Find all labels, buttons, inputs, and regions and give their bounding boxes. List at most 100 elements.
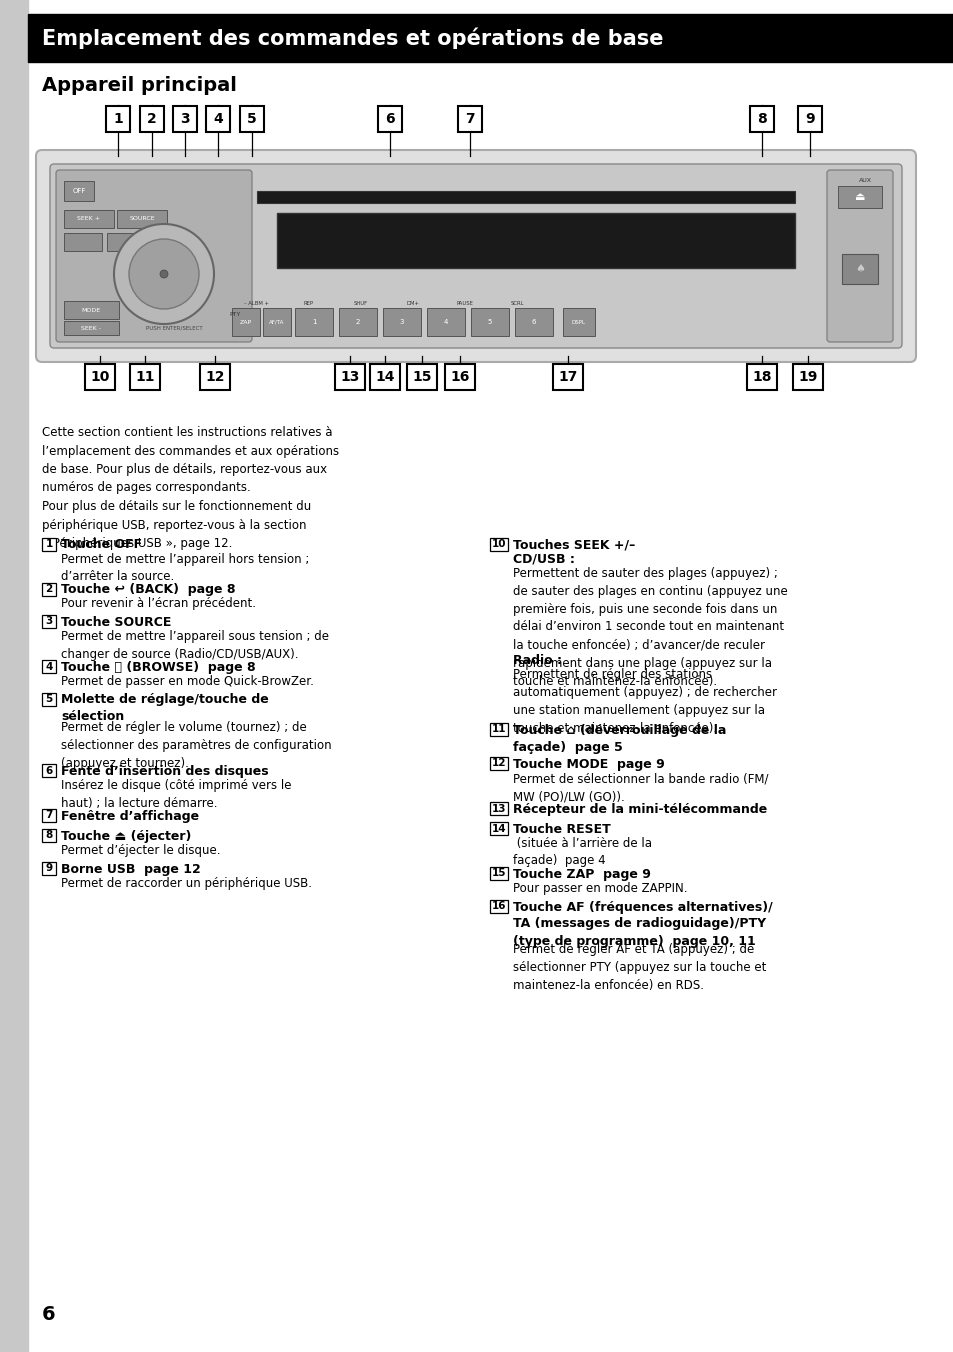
Text: AUX: AUX [858, 178, 871, 183]
Bar [841, 254, 877, 284]
Bar [490, 538, 507, 550]
Text: 12: 12 [205, 370, 225, 384]
Bar [553, 364, 582, 389]
Text: MODE: MODE [81, 307, 100, 312]
Text: 15: 15 [412, 370, 432, 384]
Text: Touche RESET: Touche RESET [513, 823, 610, 836]
Bar [28, 14, 953, 62]
Text: 2: 2 [147, 112, 156, 126]
Text: 6: 6 [385, 112, 395, 126]
Text: 5: 5 [46, 694, 52, 704]
Text: ⏏: ⏏ [854, 192, 864, 201]
Bar [64, 210, 113, 228]
Text: 3: 3 [399, 319, 404, 324]
Bar [338, 308, 376, 337]
Text: 9: 9 [46, 863, 52, 873]
Text: 7: 7 [45, 810, 52, 821]
Text: Permet de mettre l’appareil hors tension ;
d’arrêter la source.: Permet de mettre l’appareil hors tension… [61, 553, 309, 584]
Text: Touche ⏏ (éjecter): Touche ⏏ (éjecter) [61, 830, 192, 844]
Text: 8: 8 [757, 112, 766, 126]
Text: Touche ZAP  page 9: Touche ZAP page 9 [513, 868, 650, 882]
Text: 2: 2 [355, 319, 360, 324]
Bar [457, 105, 481, 132]
Bar [64, 181, 94, 201]
Text: Emplacement des commandes et opérations de base: Emplacement des commandes et opérations … [42, 27, 662, 49]
Bar [490, 802, 507, 815]
Text: Pour revenir à l’écran précédent.: Pour revenir à l’écran précédent. [61, 598, 255, 611]
Text: 6: 6 [531, 319, 536, 324]
Text: Permet de sélectionner la bande radio (FM/
MW (PO)/LW (GO)).: Permet de sélectionner la bande radio (F… [513, 772, 768, 803]
Bar [42, 808, 56, 822]
Bar [172, 105, 196, 132]
Text: SOURCE: SOURCE [129, 216, 154, 222]
Bar [107, 233, 145, 251]
Bar [427, 308, 464, 337]
Text: Permet de raccorder un périphérique USB.: Permet de raccorder un périphérique USB. [61, 876, 312, 890]
Bar [42, 861, 56, 875]
Text: Borne USB  page 12: Borne USB page 12 [61, 863, 200, 876]
Bar [130, 364, 160, 389]
Text: Permettent de sauter des plages (appuyez) ;
de sauter des plages en continu (app: Permettent de sauter des plages (appuyez… [513, 566, 787, 688]
Text: Permet d’éjecter le disque.: Permet d’éjecter le disque. [61, 844, 220, 857]
Text: Permettent de régler des stations
automatiquement (appuyez) ; de rechercher
une : Permettent de régler des stations automa… [513, 668, 776, 735]
Bar [42, 583, 56, 595]
Text: Touche 🔍 (BROWSE)  page 8: Touche 🔍 (BROWSE) page 8 [61, 661, 255, 675]
Text: 3: 3 [180, 112, 190, 126]
Text: 13: 13 [340, 370, 359, 384]
Text: REP: REP [304, 301, 314, 306]
Text: DM+: DM+ [406, 301, 419, 306]
FancyBboxPatch shape [826, 170, 892, 342]
Text: 1: 1 [113, 112, 123, 126]
Bar [64, 233, 102, 251]
Text: 8: 8 [46, 830, 52, 841]
Bar [377, 105, 401, 132]
Circle shape [129, 239, 199, 310]
Text: 18: 18 [752, 370, 771, 384]
Text: SEEK -: SEEK - [81, 326, 101, 330]
Text: Touche SOURCE: Touche SOURCE [61, 617, 172, 629]
Text: PUSH ENTER/SELECT: PUSH ENTER/SELECT [146, 326, 202, 331]
Text: Touche ⌂ (déverrouillage de la
façade)  page 5: Touche ⌂ (déverrouillage de la façade) p… [513, 725, 725, 754]
Bar [746, 364, 776, 389]
Text: OFF: OFF [72, 188, 86, 193]
Bar [490, 822, 507, 836]
Bar [64, 301, 119, 319]
Bar [490, 867, 507, 880]
Bar [85, 364, 115, 389]
Text: 16: 16 [491, 900, 506, 911]
Text: 15: 15 [491, 868, 506, 879]
Text: 6: 6 [42, 1305, 55, 1324]
Text: Radio :: Radio : [513, 654, 561, 667]
Bar [335, 364, 365, 389]
Bar [42, 538, 56, 550]
Bar [444, 364, 475, 389]
Text: 11: 11 [135, 370, 154, 384]
Text: SHUF: SHUF [354, 301, 368, 306]
Circle shape [160, 270, 168, 279]
Text: SCRL: SCRL [510, 301, 523, 306]
Bar [200, 364, 230, 389]
Bar [749, 105, 773, 132]
Bar [42, 660, 56, 673]
Text: 13: 13 [491, 803, 506, 814]
Text: 4: 4 [443, 319, 448, 324]
Bar [515, 308, 553, 337]
Bar [106, 105, 130, 132]
Text: 4: 4 [213, 112, 223, 126]
Text: ♠: ♠ [854, 264, 864, 274]
Bar [140, 105, 164, 132]
Text: 16: 16 [450, 370, 469, 384]
Text: CD/USB :: CD/USB : [513, 553, 575, 565]
Text: (située à l’arrière de la
façade)  page 4: (située à l’arrière de la façade) page 4 [513, 837, 651, 867]
Text: Touche ↩ (BACK)  page 8: Touche ↩ (BACK) page 8 [61, 584, 235, 596]
Text: 4: 4 [45, 661, 52, 672]
Bar [837, 187, 882, 208]
Text: Fenêtre d’affichage: Fenêtre d’affichage [61, 810, 199, 823]
Text: 3: 3 [46, 617, 52, 626]
Text: 12: 12 [491, 758, 506, 768]
Text: Permet de mettre l’appareil sous tension ; de
changer de source (Radio/CD/USB/AU: Permet de mettre l’appareil sous tension… [61, 630, 329, 661]
Text: Insérez le disque (côté imprimé vers le
haut) ; la lecture démarre.: Insérez le disque (côté imprimé vers le … [61, 779, 292, 810]
Text: Touche AF (fréquences alternatives)/
TA (messages de radioguidage)/PTY
(type de : Touche AF (fréquences alternatives)/ TA … [513, 900, 772, 948]
Bar [42, 764, 56, 777]
Bar [42, 692, 56, 706]
